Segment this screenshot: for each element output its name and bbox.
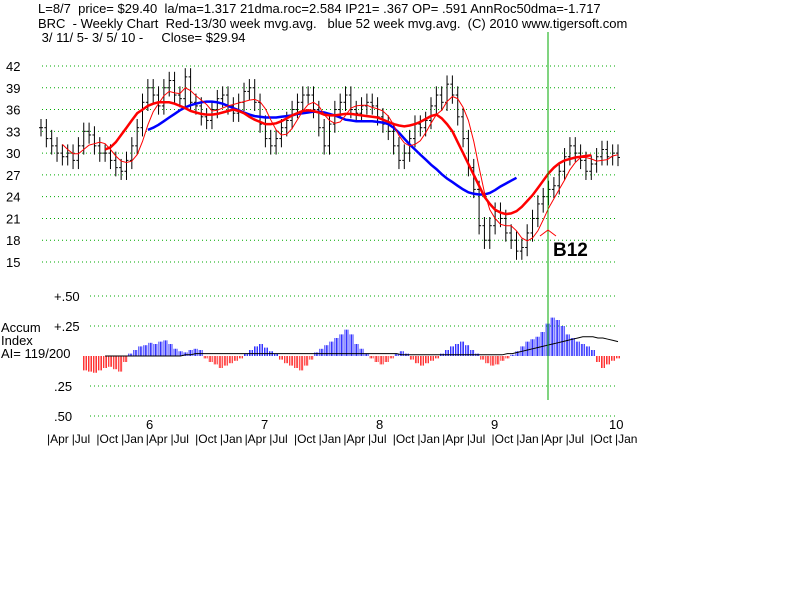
price-y-tick-label: 33 — [6, 124, 20, 139]
price-y-tick-label: 39 — [6, 81, 20, 96]
price-y-tick-label: 21 — [6, 211, 20, 226]
accum-ma-line — [105, 336, 619, 357]
x-month-label: |Jul — [170, 432, 188, 446]
x-month-label: |Apr — [541, 432, 563, 446]
x-month-label: |Apr — [47, 432, 69, 446]
price-y-ticks: 42 39 36 33 30 27 24 21 18 15 — [6, 59, 20, 270]
price-y-tick-label: 30 — [6, 146, 20, 161]
x-month-label: |Apr — [343, 432, 365, 446]
x-month-label: |Apr — [146, 432, 168, 446]
x-year-label: 7 — [261, 417, 268, 432]
accum-label-3: AI= 119/200 — [1, 346, 71, 361]
x-year-label: 10 — [609, 417, 623, 432]
x-year-label: 9 — [491, 417, 498, 432]
x-month-label: |Oct — [195, 432, 217, 446]
price-bars — [39, 68, 620, 260]
x-month-label: |Jan — [516, 432, 538, 446]
x-month-label: |Jul — [269, 432, 287, 446]
x-month-label: |Oct — [294, 432, 316, 446]
x-month-label: |Jan — [319, 432, 341, 446]
x-month-label: |Jul — [467, 432, 485, 446]
x-month-label: |Oct — [96, 432, 118, 446]
x-month-label: |Jul — [368, 432, 386, 446]
price-y-tick-label: 18 — [6, 233, 20, 248]
signal-arrow — [539, 229, 557, 237]
price-y-tick-label: 24 — [6, 190, 20, 205]
x-month-label: |Jul — [566, 432, 584, 446]
price-y-tick-label: 15 — [6, 255, 20, 270]
x-month-label: |Jan — [615, 432, 637, 446]
accum-label-1: Accum — [1, 320, 41, 335]
price-y-tick-label: 42 — [6, 59, 20, 74]
accum-y-tick-label: .25 — [54, 379, 72, 394]
x-month-label: |Oct — [492, 432, 514, 446]
x-month-label: |Jan — [121, 432, 143, 446]
signal-label: B12 — [553, 240, 588, 261]
x-month-label: |Jul — [72, 432, 90, 446]
ma-red-thin-line — [62, 87, 619, 242]
x-month-label: |Jan — [417, 432, 439, 446]
accum-bars — [83, 317, 620, 373]
accum-grid — [90, 295, 618, 417]
accum-y-ticks: +.50 +.25 .25 .50 — [54, 289, 80, 424]
accum-y-tick-label: +.25 — [54, 319, 80, 334]
header-line-1: L=8/7 price= $29.40 la/ma=1.317 21dma.ro… — [38, 1, 601, 16]
header-line-2: BRC - Weekly Chart Red-13/30 week mvg.av… — [38, 16, 628, 31]
ma-red-line — [104, 101, 592, 216]
accum-y-tick-label: +.50 — [54, 289, 80, 304]
price-y-tick-label: 27 — [6, 168, 20, 183]
x-month-label: |Apr — [245, 432, 267, 446]
price-y-tick-label: 36 — [6, 103, 20, 118]
header-line-3: 3/ 11/ 5- 3/ 5/ 10 - Close= $29.94 — [38, 30, 246, 45]
accum-label-2: Index — [1, 333, 33, 348]
x-month-label: |Oct — [590, 432, 612, 446]
x-axis: |Apr |Jul |Oct |Jan |Apr |Jul |Oct |Jan |Apr |Jul… — [47, 417, 637, 446]
x-month-label: |Oct — [393, 432, 415, 446]
accum-y-tick-label: .50 — [54, 409, 72, 424]
x-month-label: |Apr — [442, 432, 464, 446]
x-year-label: 8 — [376, 417, 383, 432]
x-year-label: 6 — [146, 417, 153, 432]
x-month-label: |Jan — [220, 432, 242, 446]
